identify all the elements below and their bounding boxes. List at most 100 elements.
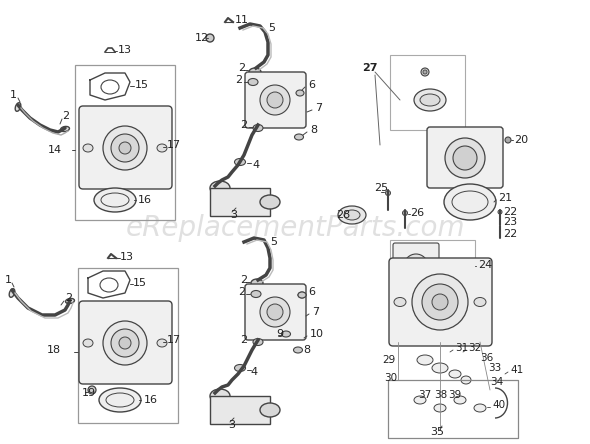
Bar xyxy=(388,380,518,438)
Ellipse shape xyxy=(251,290,261,297)
FancyBboxPatch shape xyxy=(79,106,172,189)
Ellipse shape xyxy=(251,279,263,287)
Ellipse shape xyxy=(83,339,93,347)
Ellipse shape xyxy=(294,134,303,140)
Text: 21: 21 xyxy=(498,193,512,203)
Text: 15: 15 xyxy=(135,80,149,90)
Circle shape xyxy=(111,134,139,162)
Text: 14: 14 xyxy=(48,145,62,155)
Ellipse shape xyxy=(249,68,261,76)
Text: 16: 16 xyxy=(138,195,152,205)
Bar xyxy=(75,65,175,220)
Text: 39: 39 xyxy=(448,390,461,400)
Circle shape xyxy=(402,210,408,215)
Text: 17: 17 xyxy=(167,335,181,345)
FancyBboxPatch shape xyxy=(427,127,503,188)
Ellipse shape xyxy=(444,184,496,220)
Text: 30: 30 xyxy=(384,373,397,383)
FancyBboxPatch shape xyxy=(393,243,439,289)
Text: 8: 8 xyxy=(303,345,310,355)
Circle shape xyxy=(119,337,131,349)
Ellipse shape xyxy=(414,89,446,111)
Text: 15: 15 xyxy=(133,278,147,288)
Ellipse shape xyxy=(99,388,141,412)
Text: 2: 2 xyxy=(238,63,245,73)
FancyBboxPatch shape xyxy=(245,284,306,340)
Circle shape xyxy=(260,85,290,115)
Text: 32: 32 xyxy=(468,343,481,353)
Ellipse shape xyxy=(253,338,263,345)
Text: 41: 41 xyxy=(510,365,523,375)
Ellipse shape xyxy=(417,355,433,365)
Text: 18: 18 xyxy=(47,345,61,355)
Text: 26: 26 xyxy=(410,208,424,218)
Bar xyxy=(210,188,270,216)
Ellipse shape xyxy=(394,297,406,306)
Ellipse shape xyxy=(253,124,263,131)
Text: 3: 3 xyxy=(228,420,235,430)
Circle shape xyxy=(404,254,428,278)
Text: 33: 33 xyxy=(488,363,501,373)
Ellipse shape xyxy=(432,363,448,373)
Text: 24: 24 xyxy=(478,260,492,270)
Text: 9: 9 xyxy=(276,329,283,339)
Text: 16: 16 xyxy=(144,395,158,405)
Text: 23: 23 xyxy=(503,217,517,227)
Circle shape xyxy=(103,126,147,170)
Bar xyxy=(78,268,178,423)
Text: 35: 35 xyxy=(430,427,444,437)
Text: 4: 4 xyxy=(250,367,257,377)
Text: 5: 5 xyxy=(268,23,275,33)
Text: 2: 2 xyxy=(62,111,69,121)
Ellipse shape xyxy=(234,365,245,372)
Text: 22: 22 xyxy=(503,207,517,217)
Circle shape xyxy=(453,146,477,170)
Text: 17: 17 xyxy=(167,140,181,150)
Text: 31: 31 xyxy=(455,343,468,353)
Ellipse shape xyxy=(65,298,74,304)
FancyBboxPatch shape xyxy=(245,72,306,128)
Text: 10: 10 xyxy=(310,329,324,339)
FancyBboxPatch shape xyxy=(79,301,172,384)
Text: 6: 6 xyxy=(308,287,315,297)
Circle shape xyxy=(88,386,96,394)
Ellipse shape xyxy=(454,396,466,404)
Circle shape xyxy=(410,260,422,272)
Circle shape xyxy=(206,34,214,42)
Circle shape xyxy=(445,138,485,178)
Text: 3: 3 xyxy=(230,210,237,220)
Text: 7: 7 xyxy=(312,307,319,317)
Ellipse shape xyxy=(298,292,306,298)
Circle shape xyxy=(119,142,131,154)
Ellipse shape xyxy=(260,195,280,209)
Text: 1: 1 xyxy=(10,90,17,100)
Ellipse shape xyxy=(157,144,167,152)
Bar xyxy=(210,396,270,424)
Ellipse shape xyxy=(344,210,360,220)
Ellipse shape xyxy=(296,90,304,96)
Text: 8: 8 xyxy=(310,125,317,135)
Ellipse shape xyxy=(157,339,167,347)
Bar xyxy=(390,240,475,295)
Text: 2: 2 xyxy=(240,335,247,345)
Ellipse shape xyxy=(420,94,440,106)
Ellipse shape xyxy=(94,188,136,212)
Ellipse shape xyxy=(210,181,230,195)
Text: 19: 19 xyxy=(82,388,96,398)
Text: 11: 11 xyxy=(235,15,249,25)
Text: 2: 2 xyxy=(240,275,247,285)
Text: 2: 2 xyxy=(235,75,242,85)
Text: 29: 29 xyxy=(382,355,395,365)
Text: 40: 40 xyxy=(492,400,505,410)
Ellipse shape xyxy=(281,331,290,337)
Circle shape xyxy=(498,210,502,214)
Ellipse shape xyxy=(234,159,245,166)
Ellipse shape xyxy=(210,389,230,403)
Ellipse shape xyxy=(61,127,70,131)
Text: 25: 25 xyxy=(374,183,388,193)
Ellipse shape xyxy=(449,370,461,378)
Ellipse shape xyxy=(434,404,446,412)
Ellipse shape xyxy=(474,297,486,306)
Circle shape xyxy=(267,304,283,320)
Circle shape xyxy=(423,70,427,74)
